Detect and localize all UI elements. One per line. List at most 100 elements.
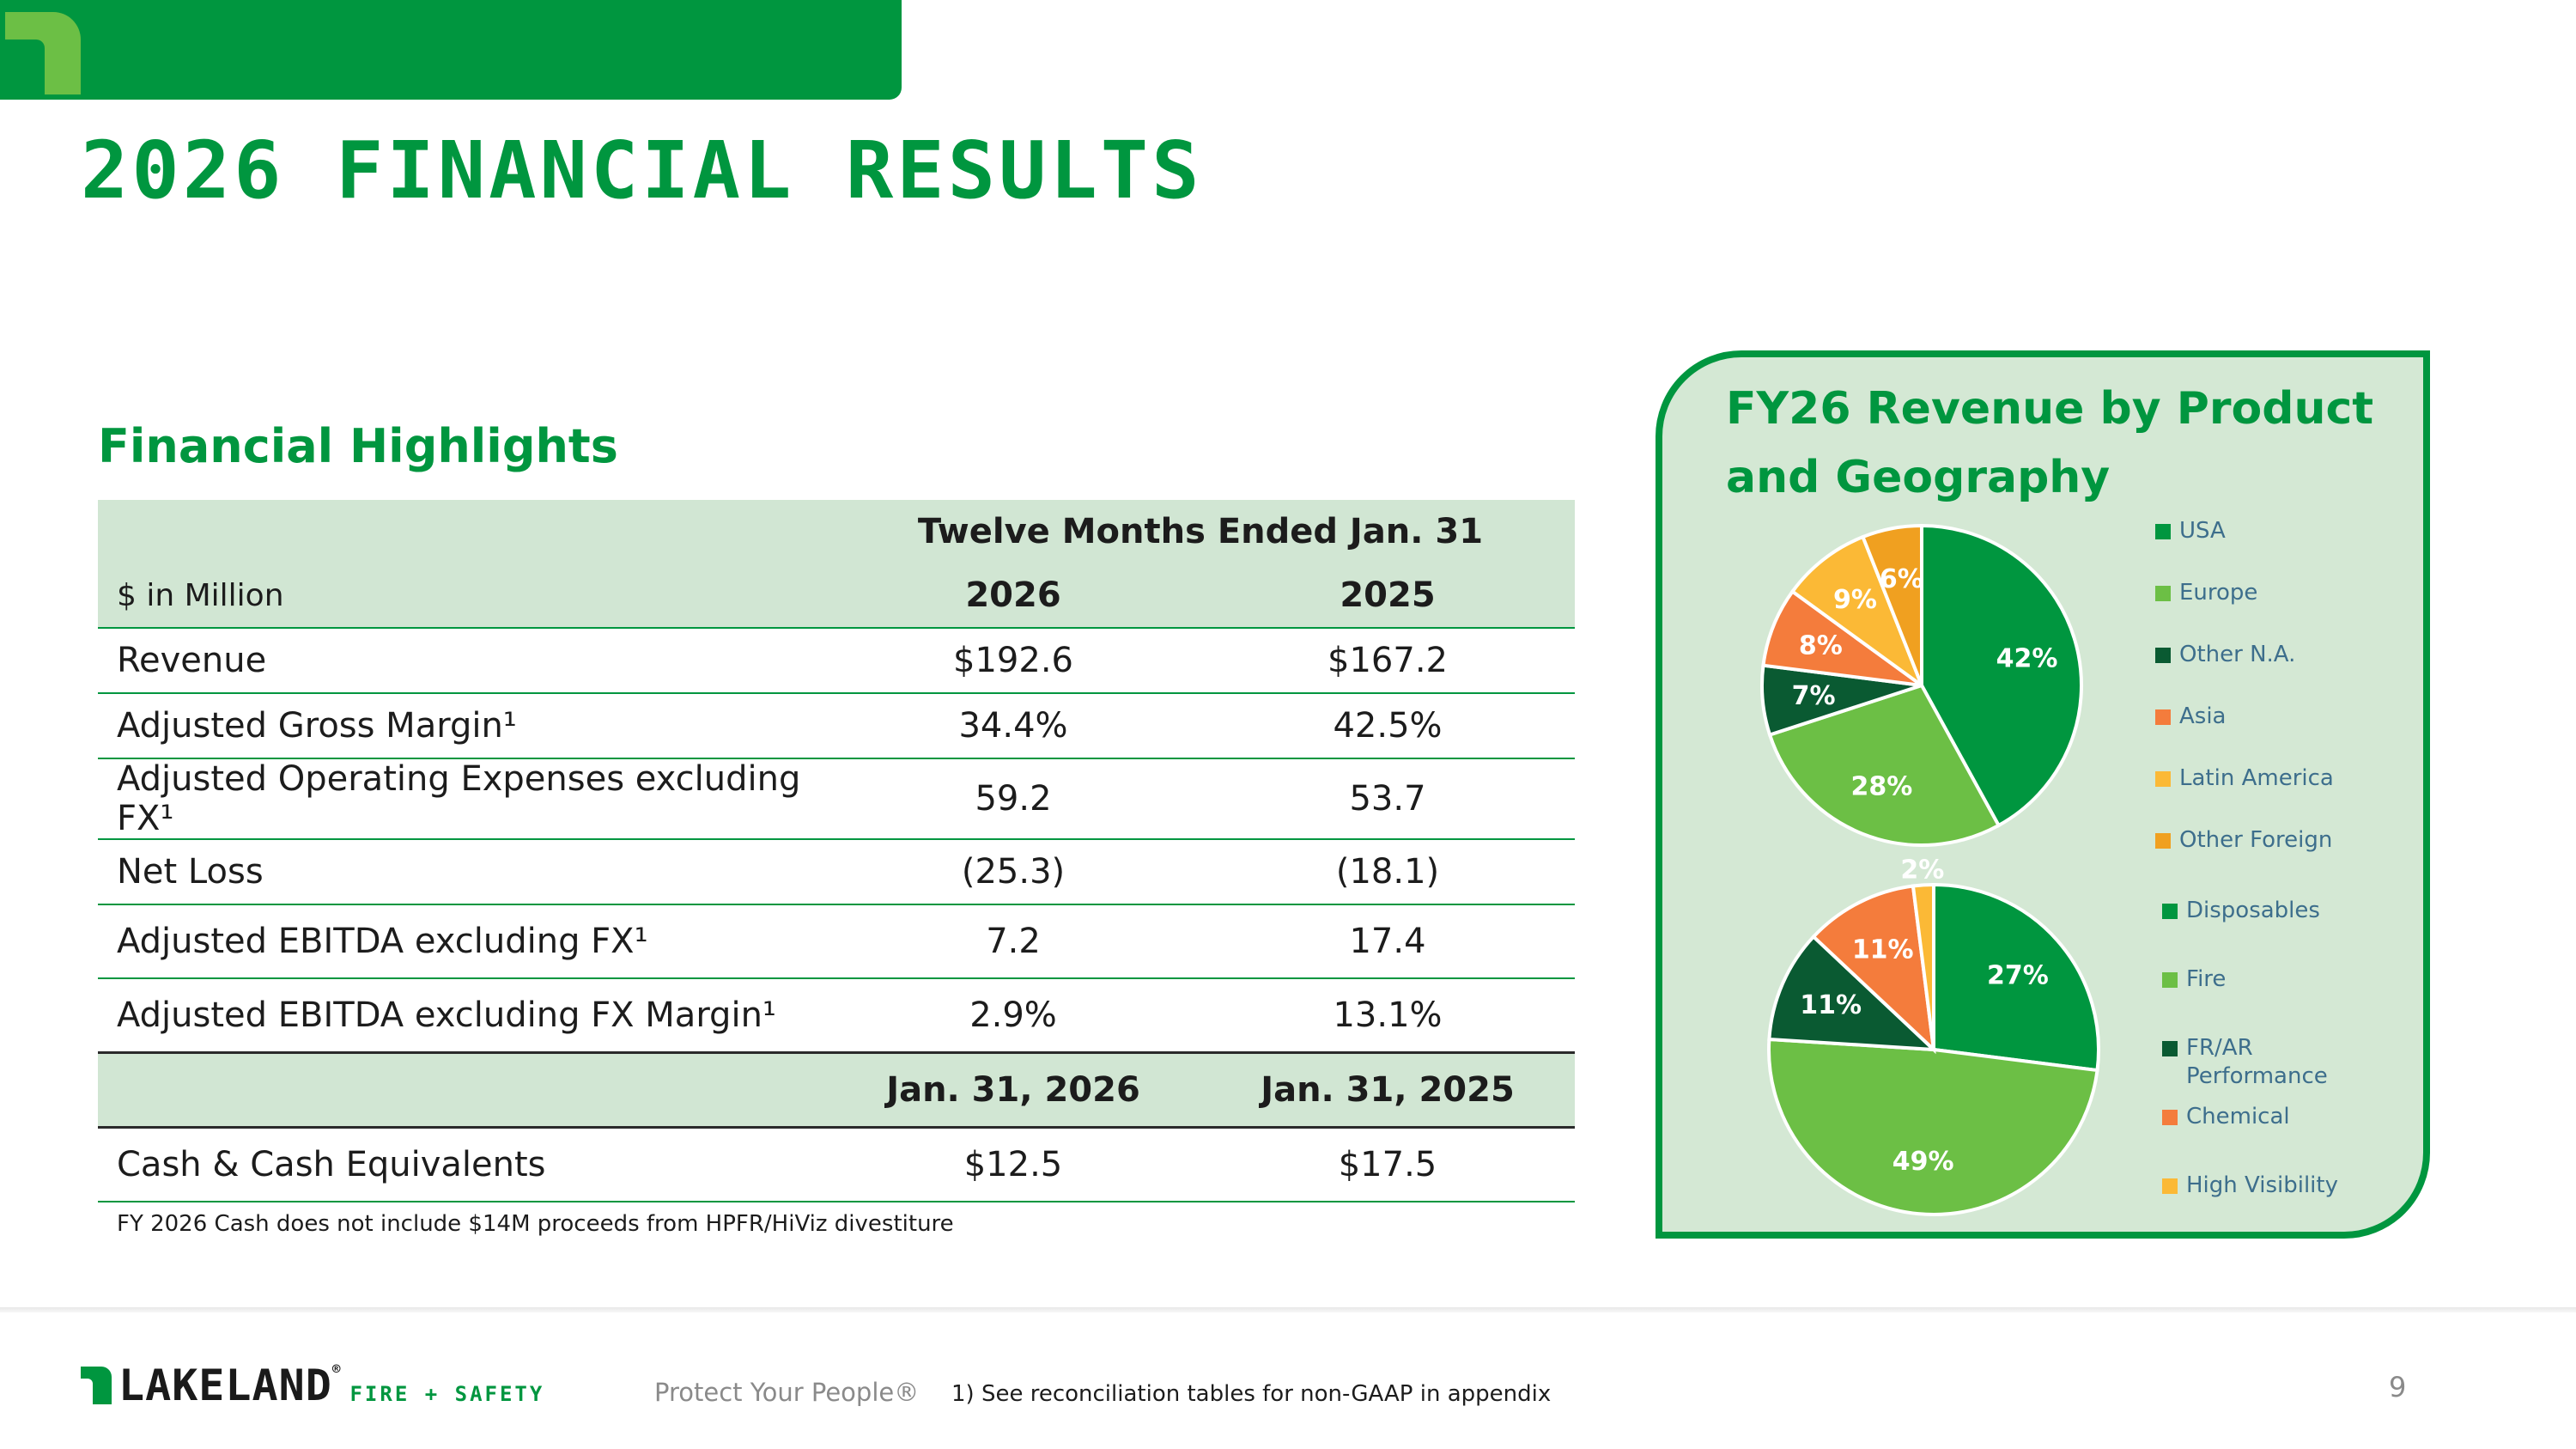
row-label: Adjusted Operating Expenses excluding FX… <box>98 758 826 840</box>
row-value-2026: (25.3) <box>826 839 1200 905</box>
legend-swatch <box>2155 586 2171 601</box>
pie-label: 9% <box>1833 585 1877 615</box>
table-row: Adjusted EBITDA excluding FX Margin¹ 2.9… <box>98 978 1575 1054</box>
row-value-2026: 34.4% <box>826 693 1200 759</box>
table-row: Adjusted Gross Margin¹ 34.4% 42.5% <box>98 693 1575 759</box>
pie-label: 11% <box>1852 935 1914 965</box>
row-value-2025: 53.7 <box>1200 758 1575 840</box>
row-value-2026: 59.2 <box>826 758 1200 840</box>
legend-label: USA <box>2179 518 2226 544</box>
legend-item: USA <box>2155 517 2351 545</box>
legend-item: Disposables <box>2162 897 2358 925</box>
cash-row: Cash & Cash Equivalents $12.5 $17.5 <box>98 1127 1575 1202</box>
row-value-2025: (18.1) <box>1200 839 1575 905</box>
legend-item: Europe <box>2155 579 2351 607</box>
financial-highlights-title: Financial Highlights <box>98 419 618 473</box>
unit-label: $ in Million <box>98 563 826 629</box>
pie-slice-latin-america <box>1789 534 1926 691</box>
pie-label: 49% <box>1893 1147 1954 1177</box>
period-header: Twelve Months Ended Jan. 31 <box>917 512 1484 551</box>
legend-swatch <box>2162 1178 2178 1194</box>
row-value-2025: 17.4 <box>1200 904 1575 979</box>
pie-slice-chemical <box>1811 884 1936 1055</box>
legend-swatch <box>2162 904 2178 919</box>
geography-legend: USA Europe Other N.A. Asia Latin America Othe… <box>2155 517 2379 861</box>
legend-label: Other Foreign <box>2179 827 2333 853</box>
legend-item: Chemical <box>2162 1103 2358 1131</box>
legend-label: Latin America <box>2179 765 2334 791</box>
column-2026: 2026 <box>826 563 1200 629</box>
row-value-2026: 7.2 <box>826 904 1200 979</box>
pie-slice-fr-ar-performance <box>1767 934 1939 1052</box>
pie-label: 27% <box>1987 961 2049 991</box>
cash-footnote: FY 2026 Cash does not include $14M proce… <box>117 1211 954 1237</box>
legend-label: Fire <box>2186 966 2227 992</box>
cash-value-2026: $12.5 <box>826 1127 1200 1202</box>
page-title: 2026 Financial Results <box>81 125 1203 216</box>
legend-item: FR/AR Performance <box>2162 1034 2358 1091</box>
table-header-years: $ in Million 2026 2025 <box>98 563 1575 629</box>
table-row: Net Loss (25.3) (18.1) <box>98 839 1575 905</box>
revenue-card-title: FY26 Revenue by Product and Geography <box>1726 383 2374 503</box>
pie-slice-fire <box>1767 1037 2099 1216</box>
table-row: Revenue $192.6 $167.2 <box>98 628 1575 694</box>
leaf-logo-icon <box>5 12 81 94</box>
top-banner <box>0 0 902 100</box>
legend-swatch <box>2155 524 2171 539</box>
pie-label: 42% <box>1996 644 2058 674</box>
pie-slice-disposables <box>1932 882 2100 1073</box>
product-legend: Disposables Fire FR/AR Performance Chemical… <box>2162 897 2385 1223</box>
legend-item: Other Foreign <box>2155 826 2351 855</box>
footer-divider <box>0 1307 2576 1312</box>
geography-pie-chart: 42% 28% 7% 8% 9%6% <box>1760 523 2083 847</box>
legend-item: Other N.A. <box>2155 641 2351 669</box>
legend-item: High Visibility <box>2162 1172 2358 1200</box>
table-header-period: Twelve Months Ended Jan. 31 <box>98 500 1575 563</box>
legend-swatch <box>2155 648 2171 663</box>
row-value-2025: $167.2 <box>1200 628 1575 694</box>
pie-slice-europe <box>1767 683 2002 847</box>
logo-subtitle: Fire + Safety <box>349 1382 545 1406</box>
legend-swatch <box>2155 709 2171 725</box>
legend-swatch <box>2162 972 2178 988</box>
tagline: Protect Your People® <box>654 1378 920 1407</box>
legend-label: Europe <box>2179 580 2258 606</box>
row-label: Adjusted Gross Margin¹ <box>98 693 826 759</box>
legend-label: FR/AR Performance <box>2186 1035 2328 1089</box>
pie-slice-high-visibility <box>1911 882 1935 1050</box>
legend-label: High Visibility <box>2186 1172 2338 1198</box>
row-label: Adjusted EBITDA excluding FX Margin¹ <box>98 978 826 1054</box>
pie-label: 6% <box>1880 564 1923 594</box>
pie-label: 28% <box>1851 772 1913 802</box>
legend-label: Disposables <box>2186 898 2320 923</box>
product-pie-chart: 27% 49% 11% 11% 2% <box>1767 855 2100 1216</box>
table-row: Adjusted EBITDA excluding FX¹ 7.2 17.4 <box>98 904 1575 979</box>
legend-label: Chemical <box>2186 1104 2290 1129</box>
page-number: 9 <box>2389 1371 2407 1403</box>
row-label: Adjusted EBITDA excluding FX¹ <box>98 904 826 979</box>
leaf-logo-icon <box>81 1367 112 1404</box>
table-row: Adjusted Operating Expenses excluding FX… <box>98 758 1575 840</box>
cash-label: Cash & Cash Equivalents <box>98 1127 826 1202</box>
legend-item: Asia <box>2155 703 2351 731</box>
legend-label: Asia <box>2179 703 2227 729</box>
pie-label: 11% <box>1800 990 1862 1020</box>
row-label: Revenue <box>98 628 826 694</box>
row-value-2026: 2.9% <box>826 978 1200 1054</box>
legend-swatch <box>2162 1041 2178 1056</box>
pie-slice-other-foreign <box>1860 523 1923 686</box>
legend-swatch <box>2155 771 2171 787</box>
legend-item: Fire <box>2162 965 2358 994</box>
legend-item: Latin America <box>2155 764 2351 793</box>
row-value-2025: 42.5% <box>1200 693 1575 759</box>
row-value-2025: 13.1% <box>1200 978 1575 1054</box>
company-logo: LAKELAND® Fire + Safety <box>79 1361 544 1410</box>
row-label: Net Loss <box>98 839 826 905</box>
pie-slice-usa <box>1920 523 2083 828</box>
legend-label: Other N.A. <box>2179 642 2296 667</box>
date-2025: Jan. 31, 2025 <box>1200 1052 1575 1129</box>
pie-label: 2% <box>1900 855 1944 885</box>
date-2026: Jan. 31, 2026 <box>826 1052 1200 1129</box>
row-value-2026: $192.6 <box>826 628 1200 694</box>
legend-swatch <box>2155 833 2171 849</box>
